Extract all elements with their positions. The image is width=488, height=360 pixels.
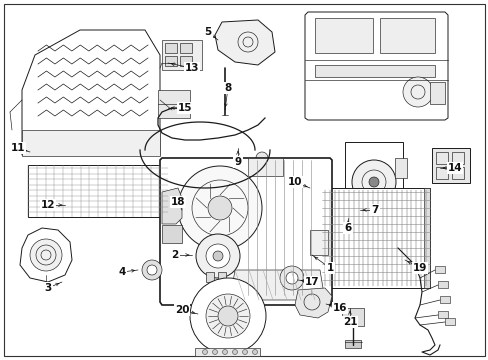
Bar [195,348,260,356]
Bar [429,82,444,104]
Bar [314,65,434,77]
Bar [345,340,360,348]
Circle shape [232,350,237,355]
Bar [314,18,372,53]
Text: 2: 2 [171,250,178,260]
Circle shape [30,239,62,271]
Bar [247,158,283,176]
Bar [162,40,202,70]
Text: 8: 8 [224,83,231,93]
Circle shape [142,260,162,280]
Circle shape [256,152,267,164]
Bar [205,272,214,282]
Text: 1: 1 [325,263,333,273]
Polygon shape [294,180,307,190]
Bar [439,296,449,303]
Polygon shape [305,12,447,120]
Bar [321,188,429,288]
Bar [345,142,402,220]
Circle shape [196,234,240,278]
Circle shape [368,177,378,187]
Circle shape [202,350,207,355]
Polygon shape [20,228,72,282]
Text: 9: 9 [234,157,241,167]
Circle shape [252,350,257,355]
Bar [180,56,192,66]
Polygon shape [215,20,274,65]
Bar [423,188,429,288]
Circle shape [190,278,265,354]
Bar [451,152,463,164]
Text: 7: 7 [370,205,378,215]
Text: 13: 13 [184,63,199,73]
Text: 11: 11 [11,143,25,153]
Polygon shape [162,188,182,224]
Bar [444,318,454,325]
Bar [164,56,177,66]
Bar [164,43,177,53]
Bar [321,188,327,288]
Bar [434,266,444,273]
Circle shape [351,160,395,204]
Circle shape [242,350,247,355]
Bar [309,230,327,255]
Text: 3: 3 [44,283,52,293]
Circle shape [402,77,432,107]
Text: 10: 10 [287,177,302,187]
Bar [180,43,192,53]
Text: 19: 19 [412,263,427,273]
Text: 5: 5 [204,27,211,37]
Text: 20: 20 [174,305,189,315]
Circle shape [285,272,297,284]
Circle shape [218,306,238,326]
Text: 14: 14 [447,163,461,173]
Polygon shape [294,288,331,318]
Text: 16: 16 [332,303,346,313]
Circle shape [212,350,217,355]
Circle shape [280,266,304,290]
Circle shape [205,244,229,268]
Text: 21: 21 [342,317,357,327]
Bar [218,272,225,282]
Bar [22,130,160,156]
Bar [431,148,469,183]
Circle shape [207,196,231,220]
Circle shape [205,294,249,338]
Bar [435,152,447,164]
Bar [341,308,363,326]
Polygon shape [229,270,325,300]
Bar [379,18,434,53]
Bar [394,158,406,178]
Polygon shape [22,30,160,155]
Bar [162,225,182,243]
Text: 15: 15 [177,103,192,113]
Bar [437,281,447,288]
Polygon shape [294,198,307,208]
Text: 6: 6 [344,223,351,233]
Polygon shape [160,158,331,305]
Text: 17: 17 [304,277,319,287]
Text: 12: 12 [41,200,55,210]
Bar [451,167,463,179]
Circle shape [222,350,227,355]
Circle shape [213,251,223,261]
Bar [435,167,447,179]
Text: 4: 4 [118,267,125,277]
Circle shape [178,166,262,250]
Bar [28,165,168,217]
Circle shape [147,265,157,275]
Bar [437,311,447,318]
Bar [158,90,190,118]
Text: 18: 18 [170,197,185,207]
